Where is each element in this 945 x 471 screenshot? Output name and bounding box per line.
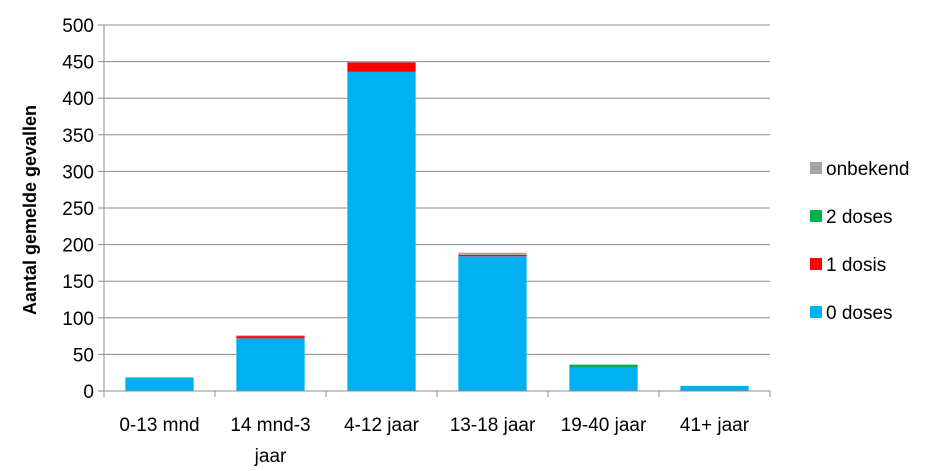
x-tick-label: 13-18 jaar [450,415,536,436]
bar-segment-0-doses [680,385,749,391]
bar-segment-onbekend [458,252,527,255]
legend: onbekend 2 doses 1 dosis 0 doses [810,159,909,324]
x-tick-label: jaar [254,446,287,467]
x-tick-labels: 0-13 mnd 14 mnd-3 jaar 4-12 jaar 13-18 jaar 1… [119,415,749,467]
bar-segment-0-doses [569,367,638,391]
bars [125,61,749,392]
x-tick-label: 4-12 jaar [344,415,420,436]
y-tick-label: 350 [62,126,94,147]
bar-segment-0-doses [458,256,527,391]
axes [98,24,771,397]
bar-segment-0-doses [125,377,194,391]
y-tick-label: 150 [62,272,94,293]
legend-swatch [810,306,822,318]
x-tick-label: 14 mnd-3 [230,415,310,436]
bar-segment-0-doses [347,71,416,392]
y-tick-label: 450 [62,53,94,74]
bar-segment-1-dosis [347,62,416,72]
legend-swatch [810,258,822,270]
bar-segment-onbekend [347,61,416,63]
x-tick-label: 0-13 mnd [119,415,199,436]
y-tick-label: 500 [62,16,94,37]
bar-segment-0-doses [236,338,305,391]
legend-swatch [810,210,822,222]
bar-segment-1-dosis [236,336,305,339]
x-tick-label: 19-40 jaar [561,415,647,436]
bar-segment-2-doses [569,364,638,368]
y-tick-label: 50 [73,345,94,366]
bar-segment-1-dosis [458,254,527,257]
y-tick-label: 0 [83,382,94,403]
y-tick-labels: 0 50 100 150 200 250 300 350 400 450 500 [62,16,94,403]
y-tick-label: 250 [62,199,94,220]
x-tick-label: 41+ jaar [680,415,750,436]
legend-label: 1 dosis [826,255,886,276]
gridlines [104,24,770,355]
y-tick-label: 200 [62,236,94,257]
y-tick-label: 400 [62,89,94,110]
bar-segment-onbekend [236,335,305,337]
legend-label: onbekend [826,159,909,180]
y-tick-label: 100 [62,309,94,330]
legend-swatch [810,162,822,174]
y-axis-label: Aantal gemelde gevallen [20,105,40,315]
bar-segment-onbekend [125,377,194,378]
legend-label: 0 doses [826,303,893,324]
y-tick-label: 300 [62,162,94,183]
legend-label: 2 doses [826,207,893,228]
